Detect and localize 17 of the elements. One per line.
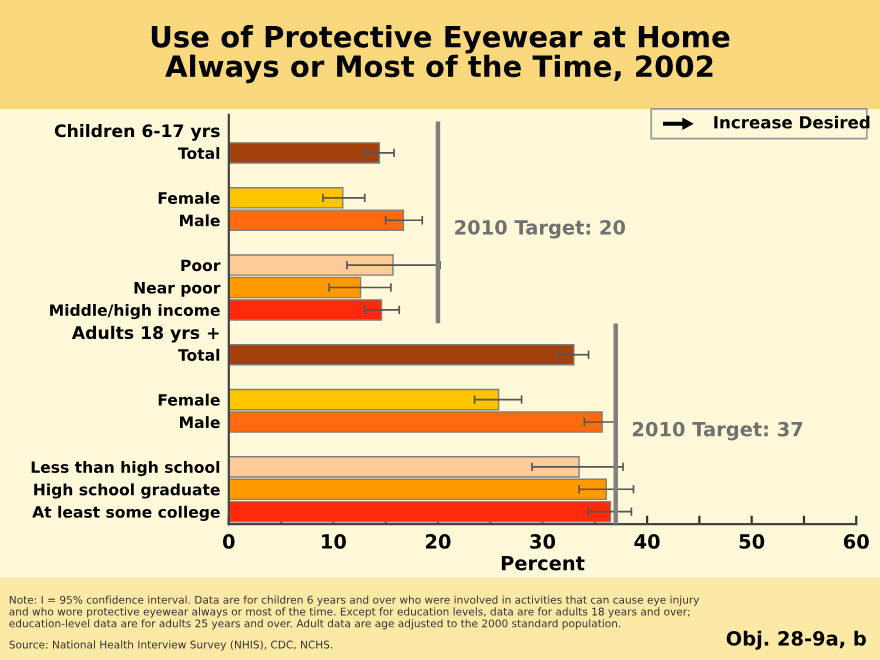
x-tick-label: 10 (322, 534, 346, 549)
ref-line-label: 2010 Target: 37 (632, 421, 803, 441)
x-tick-label: 50 (739, 534, 765, 549)
y-tick-label: Adults 18 yrs + (71, 325, 219, 343)
x-tick-label: 60 (843, 534, 869, 549)
x-tick-label: 30 (530, 534, 556, 549)
bar (228, 142, 381, 164)
x-tick-label: 40 (634, 534, 660, 549)
x-axis-title: Percent (501, 555, 585, 571)
bar (228, 343, 575, 366)
chart-title: Use of Protective Eyewear at Home Always or Most of the Time, 2002 (151, 25, 730, 84)
y-tick-label: Children 6-17 yrs (54, 123, 220, 141)
x-tick-label: 0 (222, 534, 235, 549)
text: Obj. 28-9a, b (726, 630, 866, 650)
annotation: Increase Desired (714, 115, 870, 129)
ref-line-label: 2010 Target: 20 (455, 219, 626, 239)
x-tick-label: 20 (425, 534, 451, 549)
